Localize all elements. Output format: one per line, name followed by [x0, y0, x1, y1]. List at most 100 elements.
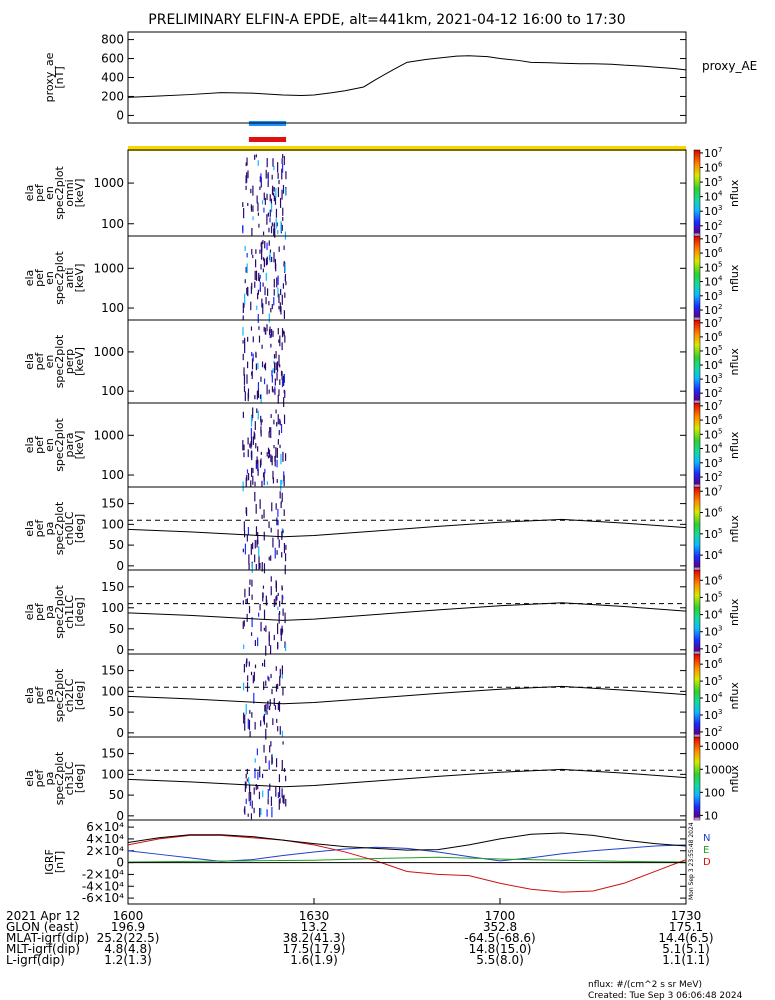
colorbar-tick-label: 105 — [704, 674, 722, 688]
panel-anti: 1001000elapefenspec2plotanti[keV]1021031… — [23, 232, 741, 323]
colorbar-tick-label: 107 — [704, 399, 722, 413]
y-tick-label: 100 — [101, 767, 124, 781]
y-tick-label: 6×10⁴ — [86, 820, 124, 834]
colorbar-tick-label: 106 — [704, 330, 723, 344]
colorbar-tick-label: 104 — [704, 548, 723, 562]
colorbar-tick-label: 105 — [704, 590, 722, 604]
info-row-value: 1600 — [113, 909, 144, 923]
colorbar-tick-label: 104 — [704, 275, 723, 289]
igrf-series-line — [127, 832, 687, 851]
colorbar-label: nflux — [728, 598, 741, 626]
info-row-value: 352.8 — [483, 920, 517, 934]
panel-para: 1001000elapefenspec2plotpara[keV]1021031… — [23, 399, 741, 492]
colorbar-tick-label: 104 — [704, 442, 723, 456]
info-row-label: MLT-igrf(dip) — [6, 942, 80, 956]
igrf-series-D — [127, 834, 687, 893]
colorbar — [693, 569, 701, 655]
y-tick-label: 200 — [101, 89, 124, 103]
y-axis-label: elapefenspec2plotperp[keV] — [23, 334, 86, 388]
info-row-label: 2021 Apr 12 — [6, 909, 80, 923]
y-tick-label: 4×10⁴ — [86, 832, 124, 846]
loss-cone-line — [127, 685, 687, 705]
panel-frame — [127, 319, 687, 404]
y-tick-label: 800 — [101, 33, 124, 47]
info-row-value: 38.2(41.3) — [283, 931, 346, 945]
colorbar — [693, 653, 701, 738]
y-tick-label: 0 — [116, 108, 124, 122]
y-tick-label: 100 — [101, 684, 124, 698]
panel-omni: 1001000elapefenspec2plotomni[keV]1021031… — [23, 146, 741, 240]
y-tick-label: 100 — [101, 217, 124, 231]
colorbar-label: nflux — [728, 765, 741, 793]
colorbar-tick-label: 107 — [704, 232, 722, 246]
info-row-value: 14.4(6.5) — [658, 931, 713, 945]
info-row-value: 17.5(17.9) — [283, 942, 346, 956]
igrf-legend-D: D — [703, 857, 711, 868]
y-tick-label: 100 — [101, 384, 124, 398]
y-tick-label: 100 — [101, 468, 124, 482]
colorbar — [693, 319, 701, 404]
y-tick-label: 50 — [109, 788, 124, 802]
loss-cone-line — [127, 602, 687, 621]
colorbar-tick-label: 107 — [704, 146, 722, 160]
panel-perp: 1001000elapefenspec2plotperp[keV]1021031… — [23, 316, 741, 407]
colorbar-label: nflux — [728, 431, 741, 459]
time-axis-info: 2021 Apr 12 1600 1630 1700 1730 GLON (east) 19… — [6, 898, 714, 967]
y-tick-label: 150 — [101, 497, 124, 511]
y-tick-label: 1000 — [93, 261, 124, 275]
colorbar-tick-label: 106 — [704, 413, 723, 427]
colorbar-tick-label: 106 — [704, 506, 723, 520]
igrf-legend-N: N — [703, 833, 710, 844]
igrf-series-E — [127, 856, 687, 863]
colorbar-tick-label: 106 — [704, 657, 723, 671]
y-axis-label: elapefpaspec2plotch0LC[deg] — [23, 501, 86, 555]
colorbar-label: nflux — [728, 682, 741, 710]
colorbar-tick-label: 106 — [704, 160, 723, 174]
colorbar-tick-label: 105 — [704, 175, 722, 189]
y-tick-label: 1000 — [93, 428, 124, 442]
panels-group: 0200400600800proxy_ae[nT]proxy_AE1001000… — [23, 31, 757, 905]
y-axis-label: elapefpaspec2plotch2LC[deg] — [23, 668, 86, 722]
colorbar-label: nflux — [728, 515, 741, 543]
colorbar — [693, 235, 701, 321]
y-tick-label: 150 — [101, 664, 124, 678]
colorbar — [693, 402, 701, 488]
colorbar-tick-label: 104 — [704, 691, 723, 705]
colorbar-tick-label: 102 — [704, 642, 722, 656]
y-tick-label: 2×10⁴ — [86, 844, 124, 858]
science-zone-bar-red — [248, 137, 287, 142]
colorbar-tick-label: 103 — [704, 456, 722, 470]
y-tick-label: 0 — [116, 643, 124, 657]
y-tick-label: 150 — [101, 747, 124, 761]
igrf-series-N — [127, 844, 687, 862]
colorbar-tick-label: 102 — [704, 725, 722, 739]
y-axis-label: elapefpaspec2plotch3LC[deg] — [23, 751, 86, 805]
y-tick-label: -6×10⁴ — [82, 891, 124, 905]
panel-frame — [127, 149, 687, 237]
info-row-value: 14.8(15.0) — [469, 942, 532, 956]
info-row-value: 1700 — [485, 909, 516, 923]
proxy-ae-line — [127, 55, 687, 98]
colorbar-tick-label: 103 — [704, 708, 722, 722]
colorbar-tick-label: 102 — [704, 386, 722, 400]
colorbar — [693, 149, 701, 237]
colorbar-tick-label: 105 — [704, 260, 722, 274]
info-row-label: L-igrf(dip) — [6, 953, 65, 967]
colorbar-tick-label: 103 — [704, 625, 722, 639]
info-row-value: 196.9 — [111, 920, 145, 934]
colorbar-tick-label: 103 — [704, 204, 722, 218]
colorbar-tick-label: 1000 — [704, 763, 732, 776]
proxy-ae-legend: proxy_AE — [702, 59, 757, 73]
y-tick-label: 1000 — [93, 345, 124, 359]
colorbar-tick-label: 106 — [704, 246, 723, 260]
y-axis-label: elapefenspec2plotanti[keV] — [23, 251, 86, 305]
info-row-value: -64.5(-68.6) — [464, 931, 535, 945]
info-row-value: 5.1(5.1) — [662, 942, 710, 956]
panel-ch2LC: 0 50 100 150 elapefpaspec2plotch2LC[deg] 102 1… — [23, 653, 741, 740]
colorbar-tick-label: 103 — [704, 289, 722, 303]
y-tick-label: -4×10⁴ — [82, 879, 124, 893]
panel-ch0LC: 0 50 100 150 elapefpaspec2plotch0LC[deg] 104 1… — [23, 484, 741, 575]
info-row-value: 13.2 — [301, 920, 328, 934]
y-tick-label: 1000 — [93, 176, 124, 190]
